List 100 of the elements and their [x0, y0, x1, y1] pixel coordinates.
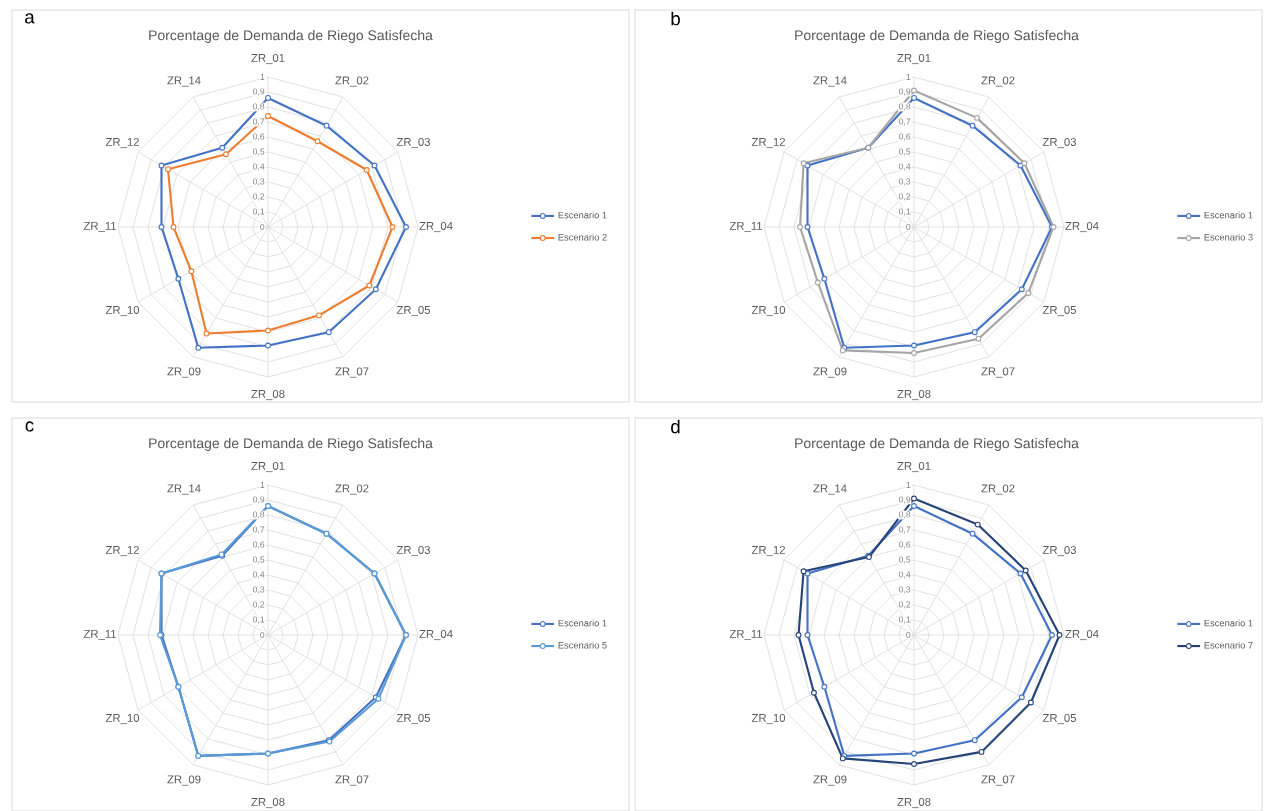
y-tick-label: 0,3	[898, 178, 911, 186]
y-tick-label: 1	[260, 482, 265, 488]
spoke-label: ZR_10	[105, 713, 140, 725]
legend-label: Escenario 5	[558, 641, 607, 649]
chart-title: Porcentage de Demanda de Riego Satisfecha	[149, 29, 433, 44]
spoke-label: ZR_11	[729, 221, 763, 233]
spoke-label: ZR_14	[813, 484, 847, 495]
y-tick-label: 0	[906, 631, 911, 639]
legend-label: Escenario 1	[558, 211, 607, 219]
y-tick-label: 0,2	[898, 193, 911, 201]
spoke-label: ZR_09	[167, 367, 201, 378]
y-tick-label: 0,1	[252, 616, 265, 624]
chart-title: Porcentage de Demanda de Riego Satisfecha	[795, 437, 1079, 452]
y-tick-label: 0,4	[898, 163, 911, 171]
y-tick-label: 0,2	[252, 193, 265, 201]
y-tick-label: 0,9	[252, 496, 265, 504]
spoke-label: ZR_03	[1042, 545, 1077, 557]
spoke-label: ZR_05	[1042, 305, 1077, 317]
spoke-label: ZR_07	[335, 775, 369, 786]
y-tick-label: 0,1	[898, 616, 911, 624]
y-tick-label: 0,1	[252, 208, 265, 216]
spoke-label: ZR_04	[1065, 629, 1099, 641]
spoke-label: ZR_10	[751, 305, 786, 317]
y-tick-label: 0,8	[252, 511, 265, 519]
spoke-label: ZR_05	[396, 305, 431, 317]
spoke-label: ZR_10	[105, 305, 140, 317]
spoke-label: ZR_08	[251, 797, 285, 809]
spoke-label: ZR_01	[251, 461, 285, 473]
y-tick-label: 0,9	[898, 496, 911, 504]
y-tick-label: 0,5	[898, 148, 911, 156]
y-tick-label: 0,8	[898, 103, 911, 111]
spoke-label: ZR_02	[335, 484, 369, 495]
spoke-label: ZR_14	[167, 76, 201, 87]
spoke-label: ZR_05	[396, 713, 431, 725]
spoke-label: ZR_08	[897, 389, 931, 401]
text: b	[671, 11, 680, 26]
y-tick-label: 0,9	[252, 88, 265, 96]
spoke-label: ZR_04	[419, 221, 453, 233]
spoke-label: ZR_08	[897, 797, 931, 809]
spoke-label: ZR_01	[251, 53, 285, 65]
y-tick-label: 0	[260, 223, 265, 231]
y-tick-label: 1	[260, 74, 265, 80]
legend-label: Escenario 7	[1204, 641, 1253, 649]
spoke-label: ZR_03	[1042, 137, 1077, 149]
y-tick-label: 0,8	[252, 103, 265, 111]
spoke-label: ZR_12	[105, 137, 139, 149]
spoke-label: ZR_02	[335, 76, 369, 87]
y-tick-label: 0,5	[898, 556, 911, 564]
spoke-label: ZR_14	[167, 484, 201, 495]
spoke-label: ZR_10	[751, 713, 786, 725]
y-tick-label: 0,6	[252, 541, 265, 549]
legend-label: Escenario 2	[558, 233, 607, 241]
y-tick-label: 0,6	[898, 541, 911, 549]
y-tick-label: 0,6	[252, 133, 265, 141]
text: a	[25, 13, 35, 24]
spoke-label: ZR_04	[419, 629, 453, 641]
spoke-label: ZR_03	[396, 137, 431, 149]
y-tick-label: 0,2	[252, 601, 265, 609]
y-tick-label: 0,5	[252, 148, 265, 156]
legend-label: Escenario 1	[1204, 619, 1253, 627]
y-tick-label: 0,1	[898, 208, 911, 216]
y-tick-label: 0,3	[898, 586, 911, 594]
spoke-label: ZR_05	[1042, 713, 1077, 725]
y-tick-label: 1	[906, 74, 911, 80]
y-tick-label: 0,7	[898, 118, 911, 126]
spoke-label: ZR_12	[751, 545, 785, 557]
y-tick-label: 0,4	[252, 571, 265, 579]
spoke-label: ZR_04	[1065, 221, 1099, 233]
y-tick-label: 0,2	[898, 601, 911, 609]
spoke-label: ZR_07	[981, 367, 1015, 378]
spoke-label: ZR_08	[251, 389, 285, 401]
y-tick-label: 0	[260, 631, 265, 639]
y-tick-label: 0,5	[252, 556, 265, 564]
y-tick-label: 0,4	[252, 163, 265, 171]
y-tick-label: 0,3	[252, 178, 265, 186]
legend-label: Escenario 1	[1204, 211, 1253, 219]
spoke-label: ZR_03	[396, 545, 431, 557]
y-tick-label: 0,6	[898, 133, 911, 141]
spoke-label: ZR_09	[813, 367, 847, 378]
y-tick-label: 0,7	[898, 526, 911, 534]
spoke-label: ZR_07	[335, 367, 369, 378]
spoke-label: ZR_11	[729, 629, 763, 641]
y-tick-label: 0,4	[898, 571, 911, 579]
text: c	[25, 421, 34, 432]
y-tick-label: 1	[906, 482, 911, 488]
y-tick-label: 0,9	[898, 88, 911, 96]
spoke-label: ZR_12	[751, 137, 785, 149]
spoke-label: ZR_09	[813, 775, 847, 786]
spoke-label: ZR_11	[83, 629, 117, 641]
y-tick-label: 0,3	[252, 586, 265, 594]
chart-title: Porcentage de Demanda de Riego Satisfecha	[795, 29, 1079, 44]
spoke-label: ZR_11	[83, 221, 117, 233]
legend-label: Escenario 1	[558, 619, 607, 627]
y-tick-label: 0,8	[898, 511, 911, 519]
spoke-label: ZR_01	[897, 461, 931, 473]
text: d	[671, 419, 680, 434]
spoke-label: ZR_09	[167, 775, 201, 786]
y-tick-label: 0,7	[252, 526, 265, 534]
spoke-label: ZR_02	[981, 484, 1015, 495]
spoke-label: ZR_01	[897, 53, 931, 65]
